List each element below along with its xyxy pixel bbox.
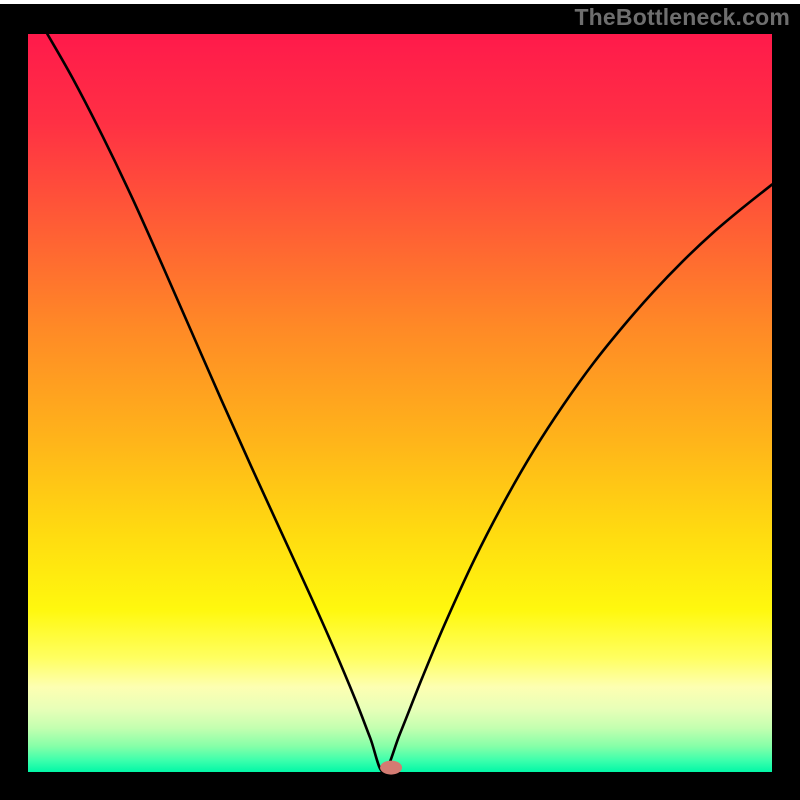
- plot-background: [28, 34, 772, 772]
- bottleneck-chart: [0, 0, 800, 800]
- watermark-text: TheBottleneck.com: [574, 4, 790, 31]
- optimum-marker: [380, 761, 402, 775]
